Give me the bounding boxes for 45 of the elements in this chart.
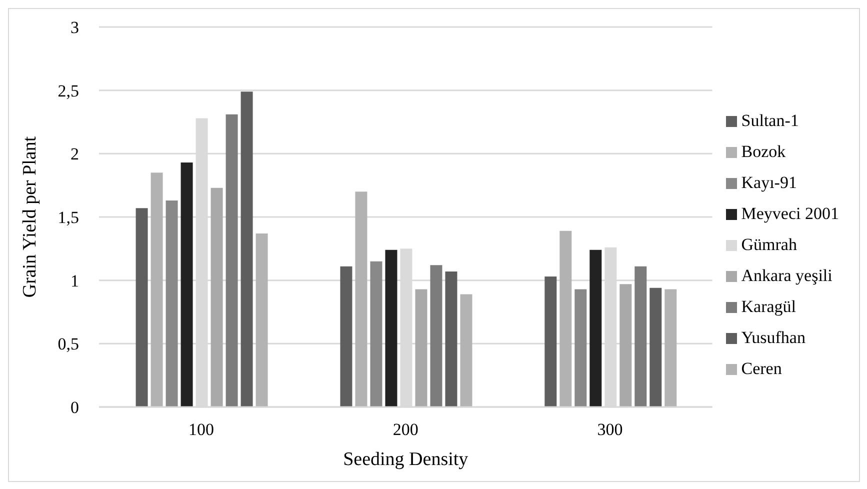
bar [385, 250, 398, 407]
bar [370, 261, 382, 407]
y-tick-label: 0 [70, 398, 79, 418]
legend-label: Bozok [741, 142, 786, 160]
legend-label: Meyveci 2001 [741, 204, 839, 222]
legend-label: Yusufhan [741, 328, 806, 346]
y-tick-label: 1 [70, 271, 79, 290]
x-tick-label: 100 [188, 420, 214, 440]
bar [620, 284, 632, 407]
bar [240, 92, 253, 407]
bar [180, 162, 193, 407]
bar [210, 188, 223, 407]
legend-label: Sultan-1 [741, 110, 799, 130]
legend-label: Karagül [741, 296, 796, 316]
bar [256, 233, 268, 407]
bar [664, 289, 677, 407]
bar [226, 114, 238, 407]
x-axis-title: Seeding Density [343, 449, 469, 470]
y-tick-label: 1,5 [58, 208, 79, 228]
y-tick-label: 2 [70, 144, 79, 164]
bar [136, 208, 148, 407]
bar [445, 271, 458, 407]
y-tick-label: 3 [70, 18, 79, 38]
bar [150, 172, 163, 407]
bar [430, 265, 442, 407]
bar [355, 192, 368, 407]
bar [415, 289, 428, 407]
bar [590, 250, 602, 407]
bar [340, 266, 352, 407]
bar [650, 288, 662, 407]
y-tick-label: 2,5 [58, 81, 79, 100]
legend-label: Gümrah [741, 234, 797, 254]
legend-label: Ceren [741, 358, 782, 378]
bar [544, 276, 557, 407]
legend-label: Ankara yeşili [741, 266, 832, 284]
bar [166, 200, 178, 407]
bar [460, 294, 472, 407]
bar [634, 266, 647, 407]
legend-label: Kayı-91 [741, 172, 797, 192]
y-tick-label: 0,5 [58, 334, 79, 354]
bar [574, 289, 587, 407]
x-tick-label: 300 [597, 420, 623, 440]
bar [560, 230, 572, 407]
y-axis-title: Grain Yield per Plant [20, 136, 41, 298]
x-tick-label: 200 [392, 420, 418, 440]
